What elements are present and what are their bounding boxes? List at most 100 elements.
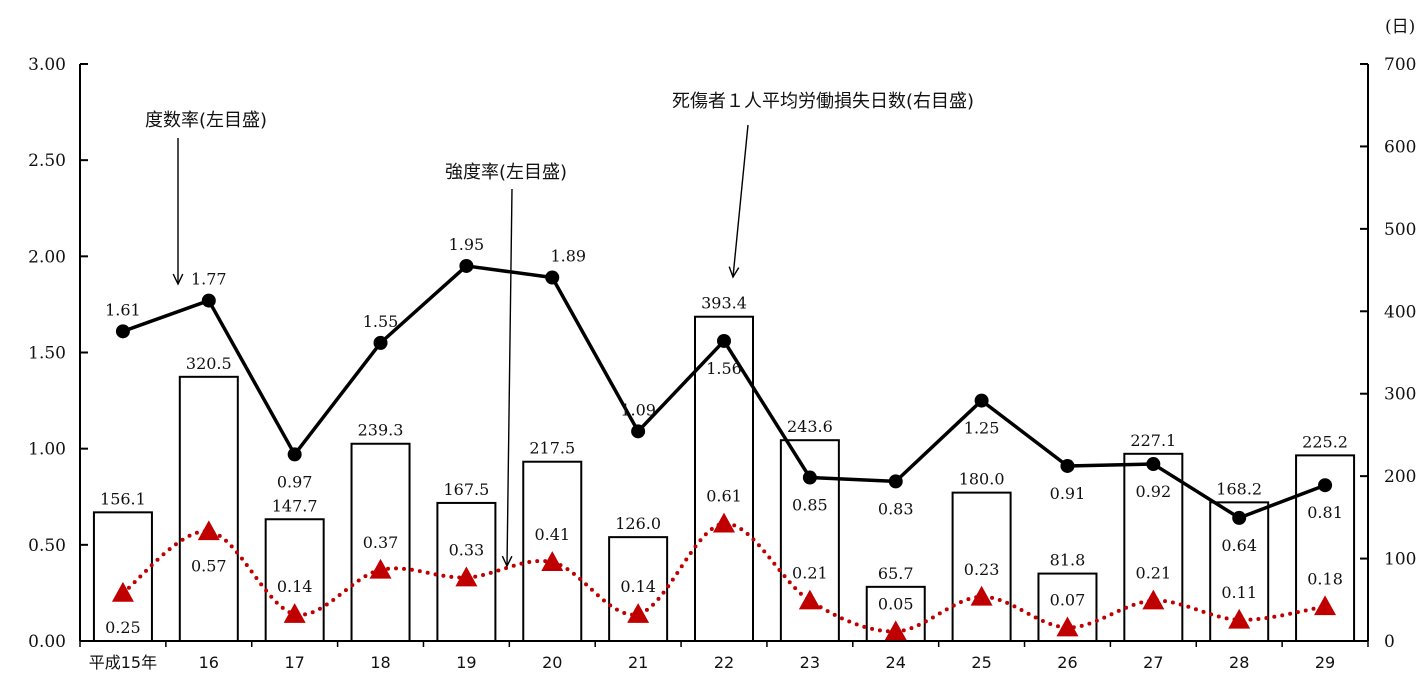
left-tick-label-2: 1.00 <box>28 440 66 460</box>
frequency-point-14 <box>1318 478 1333 493</box>
bar-label-10: 180.0 <box>959 470 1005 489</box>
severity-label-0: 0.25 <box>105 618 141 637</box>
x-tick-label-9: 24 <box>886 653 906 672</box>
severity-label-13: 0.11 <box>1221 583 1257 602</box>
right-tick-label-0: 0 <box>1384 632 1395 652</box>
left-tick-label-0: 0.00 <box>28 632 66 652</box>
severity-label-3: 0.37 <box>363 533 399 552</box>
frequency-point-13 <box>1232 510 1247 525</box>
frequency-label-0: 1.61 <box>105 300 141 319</box>
right-tick-label-4: 400 <box>1384 302 1416 322</box>
right-tick-label-3: 300 <box>1384 385 1416 405</box>
arrow-severity-rate <box>506 188 513 567</box>
severity-point-12 <box>1142 589 1165 610</box>
bar-label-2: 147.7 <box>272 496 318 515</box>
frequency-label-10: 1.25 <box>964 419 1000 438</box>
left-tick-label-4: 2.00 <box>28 247 66 267</box>
right-tick-label-6: 600 <box>1384 137 1416 157</box>
frequency-label-9: 0.83 <box>878 499 914 518</box>
severity-label-5: 0.41 <box>534 525 570 544</box>
x-tick-label-1: 16 <box>199 653 219 672</box>
left-tick-label-6: 3.00 <box>28 55 66 75</box>
x-tick-label-3: 18 <box>370 653 390 672</box>
bar-label-13: 168.2 <box>1216 479 1262 498</box>
severity-point-10 <box>970 585 993 606</box>
severity-point-1 <box>197 520 220 541</box>
severity-label-12: 0.21 <box>1136 564 1172 583</box>
severity-point-9 <box>884 620 907 641</box>
arrow-lost-days <box>732 124 749 278</box>
frequency-point-0 <box>115 324 130 339</box>
severity-point-7 <box>713 512 735 533</box>
severity-label-11: 0.07 <box>1050 591 1086 610</box>
frequency-point-1 <box>201 293 216 308</box>
frequency-label-8: 0.85 <box>792 496 828 515</box>
bar-label-0: 156.1 <box>100 489 146 508</box>
right-tick-label-7: 700 <box>1384 55 1416 75</box>
frequency-label-6: 1.09 <box>620 400 656 419</box>
x-tick-label-8: 23 <box>800 653 820 672</box>
severity-label-1: 0.57 <box>191 556 227 575</box>
annotation-frequency-rate: 度数率(左目盛) <box>145 110 267 131</box>
severity-label-7: 0.61 <box>706 487 742 506</box>
bars-layer <box>92 315 1356 643</box>
bar-label-14: 225.2 <box>1302 432 1348 451</box>
frequency-label-7: 1.56 <box>706 359 742 378</box>
x-tick-label-11: 26 <box>1057 653 1077 672</box>
annotation-lost-days: 死傷者１人平均労働損失日数(右目盛) <box>672 91 974 112</box>
severity-point-13 <box>1228 608 1251 629</box>
x-tick-label-4: 19 <box>456 653 476 672</box>
severity-point-6 <box>627 603 650 623</box>
severity-point-0 <box>111 581 134 602</box>
arrow-lost-days-head <box>728 266 740 279</box>
severity-label-9: 0.05 <box>878 594 914 613</box>
x-tick-label-0: 平成15年 <box>89 653 157 672</box>
frequency-label-5: 1.89 <box>550 246 586 265</box>
lines-layer <box>111 258 1337 641</box>
severity-label-4: 0.33 <box>449 541 485 560</box>
bar-8 <box>779 439 840 643</box>
frequency-label-4: 1.95 <box>449 235 485 254</box>
left-tick-label-5: 2.50 <box>28 151 66 171</box>
severity-label-6: 0.14 <box>620 577 656 596</box>
bar-label-8: 243.6 <box>787 417 833 436</box>
x-tick-label-13: 28 <box>1229 653 1249 672</box>
severity-label-2: 0.14 <box>277 577 313 596</box>
frequency-label-14: 0.81 <box>1307 503 1343 522</box>
left-tick-label-1: 0.50 <box>28 536 66 556</box>
x-tick-label-14: 29 <box>1315 653 1335 672</box>
frequency-point-8 <box>802 470 817 485</box>
severity-point-8 <box>798 589 821 610</box>
bar-label-5: 217.5 <box>529 439 575 458</box>
severity-point-4 <box>455 566 478 587</box>
frequency-point-11 <box>1060 458 1075 473</box>
severity-point-2 <box>283 603 306 623</box>
bar-label-7: 393.4 <box>701 294 747 313</box>
right-tick-label-5: 500 <box>1384 220 1416 240</box>
bar-0 <box>92 511 153 642</box>
right-axis-unit: (日) <box>1385 17 1415 37</box>
labels-layer: 156.1 320.5 147.7 239.3 167.5 217.5 126.0 393.4… <box>100 235 1348 637</box>
frequency-point-5 <box>545 270 560 285</box>
bar-label-9: 65.7 <box>878 564 914 583</box>
right-tick-label-2: 200 <box>1384 467 1416 487</box>
arrow-severity-rate-head <box>501 555 513 568</box>
frequency-label-13: 0.64 <box>1221 536 1257 555</box>
x-tick-label-10: 25 <box>971 653 991 672</box>
bar-label-4: 167.5 <box>443 480 489 499</box>
severity-point-14 <box>1314 595 1337 616</box>
frequency-point-4 <box>459 258 474 273</box>
frequency-point-2 <box>287 447 302 462</box>
severity-rate-line <box>120 521 1328 634</box>
frequency-label-12: 0.92 <box>1136 482 1172 501</box>
x-tick-label-5: 20 <box>542 653 562 672</box>
severity-label-10: 0.23 <box>964 560 1000 579</box>
bar-label-1: 320.5 <box>186 354 232 373</box>
frequency-point-9 <box>888 474 903 489</box>
frequency-point-3 <box>373 335 388 350</box>
x-tick-label-12: 27 <box>1143 653 1163 672</box>
right-tick-label-1: 100 <box>1384 550 1416 570</box>
severity-label-14: 0.18 <box>1307 569 1343 588</box>
severity-point-11 <box>1056 616 1079 637</box>
frequency-point-6 <box>631 424 646 439</box>
